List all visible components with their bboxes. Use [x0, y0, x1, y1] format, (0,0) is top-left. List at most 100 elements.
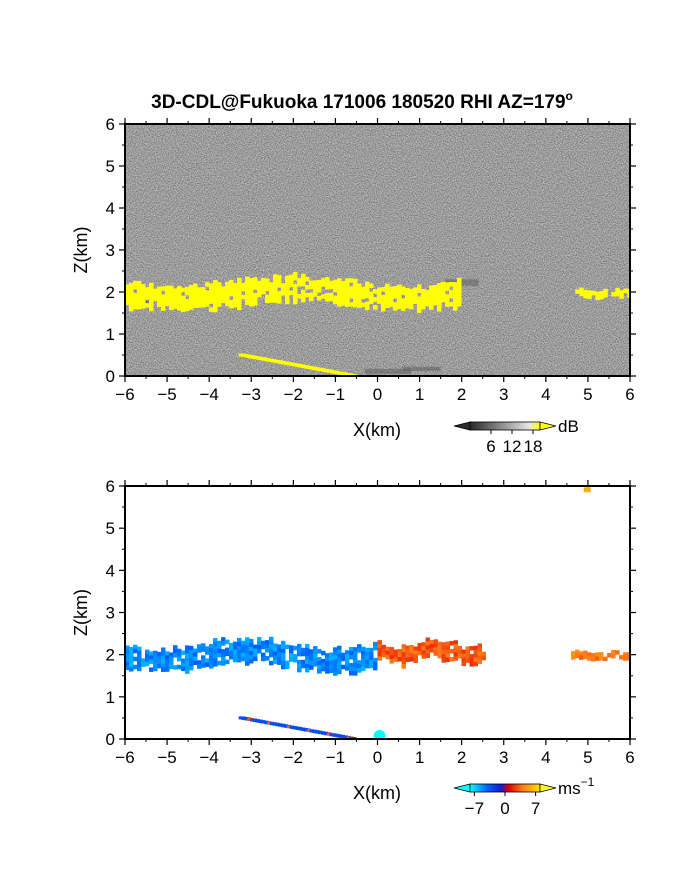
plot-area: [125, 124, 630, 376]
echo-cell: [193, 295, 198, 300]
echo-cell: [189, 293, 194, 298]
echo-cell: [317, 649, 322, 654]
echo-cell: [217, 660, 222, 666]
echo-cell: [253, 293, 258, 298]
echo-cell: [301, 273, 306, 279]
echo-cell: [627, 289, 630, 294]
echo-cell: [301, 281, 306, 287]
echo-cell: [325, 653, 330, 658]
echo-cell: [453, 298, 458, 303]
echo-cell: [193, 660, 198, 666]
echo-cell: [325, 665, 330, 670]
echo-cell: [185, 286, 190, 292]
echo-cell: [325, 669, 330, 674]
echo-cell: [437, 294, 442, 300]
echo-cell: [285, 275, 290, 281]
echo-cell: [413, 658, 418, 663]
echo-cell: [373, 661, 378, 667]
echo-cell: [173, 649, 178, 654]
echo-cell: [385, 295, 390, 301]
echo-cell: [477, 655, 482, 660]
colorbar-tick-label: 12: [503, 437, 522, 456]
echo-cell: [245, 300, 250, 306]
echo-cell: [225, 285, 230, 291]
echo-cell: [405, 645, 410, 650]
echo-cell: [157, 655, 162, 661]
echo-cell: [301, 297, 306, 303]
echo-cell: [437, 649, 442, 655]
y-tick-label: 6: [106, 115, 115, 134]
y-tick-label: 0: [106, 367, 115, 386]
weak-echo: [364, 368, 412, 374]
echo-cell: [357, 287, 362, 292]
echo-cell: [421, 288, 426, 294]
echo-cell: [225, 293, 230, 299]
echo-cell: [437, 298, 442, 304]
echo-cell: [421, 300, 426, 306]
echo-cell: [401, 298, 406, 303]
echo-cell: [249, 290, 254, 295]
echo-cell: [333, 299, 338, 305]
echo-cell: [277, 299, 282, 304]
echo-cell: [595, 652, 600, 657]
echo-cell: [153, 654, 158, 660]
echo-cell: [389, 651, 394, 656]
echo-cell: [285, 664, 290, 670]
echo-cell: [201, 663, 206, 668]
echo-cell: [197, 291, 202, 296]
echo-cell: [285, 295, 290, 301]
echo-cell: [401, 286, 406, 291]
echo-cell: [345, 286, 350, 291]
colorbar-low-arrow: [453, 421, 471, 431]
echo-cell: [421, 646, 426, 651]
echo-cell: [293, 645, 298, 651]
echo-cell: [237, 637, 242, 643]
echo-cell: [345, 282, 350, 287]
echo-cell: [193, 652, 198, 658]
echo-cell: [453, 640, 458, 645]
echo-cell: [441, 293, 446, 299]
echo-cell: [373, 305, 378, 310]
echo-cell: [157, 302, 162, 308]
echo-cell: [465, 646, 470, 651]
echo-cell: [157, 663, 162, 669]
echo-cell: [153, 650, 158, 656]
white-background: [125, 486, 630, 739]
echo-cell: [249, 642, 254, 648]
echo-cell: [145, 291, 150, 296]
echo-cell: [237, 649, 242, 655]
echo-cell: [297, 659, 302, 665]
echo-cell: [337, 653, 342, 659]
echo-cell: [425, 294, 430, 299]
echo-cell: [181, 287, 186, 293]
echo-cell: [125, 292, 130, 297]
echo-cell: [221, 298, 226, 304]
echo-cell: [201, 298, 206, 304]
echo-cell: [401, 660, 406, 665]
echo-cell: [221, 286, 226, 292]
echo-cell: [575, 649, 580, 655]
echo-cell: [209, 644, 214, 649]
echo-cell: [181, 307, 186, 313]
echo-cell: [473, 661, 478, 667]
echo-cell: [249, 658, 254, 664]
echo-cell: [373, 289, 378, 294]
echo-cell: [421, 650, 426, 655]
echo-cell: [437, 282, 442, 288]
echo-cell: [313, 280, 318, 285]
echo-cell: [381, 286, 386, 292]
echo-cell: [153, 292, 158, 298]
echo-cell: [361, 302, 366, 308]
y-tick-label: 4: [106, 561, 115, 580]
echo-cell: [425, 645, 430, 650]
x-tick-label: −4: [199, 385, 218, 404]
echo-cell: [189, 657, 194, 663]
echo-cell: [253, 656, 258, 662]
echo-cell: [437, 653, 442, 659]
echo-cell: [209, 295, 214, 300]
echo-cell: [301, 651, 306, 657]
echo-cell: [281, 287, 286, 292]
echo-cell: [405, 295, 410, 301]
echo-cell: [257, 284, 262, 290]
